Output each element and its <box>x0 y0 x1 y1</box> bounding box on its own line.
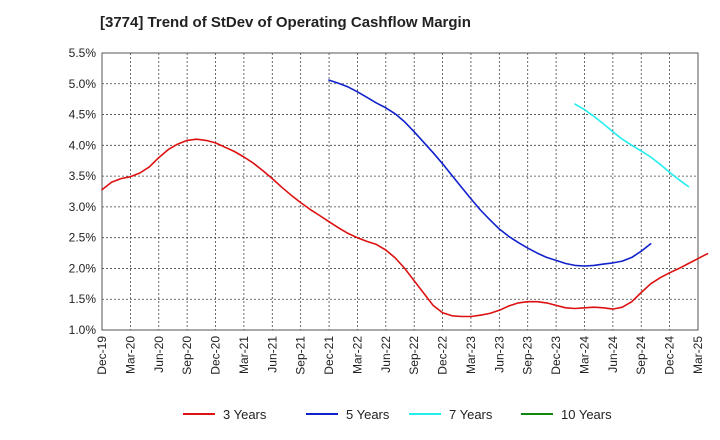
y-tick-label: 1.0% <box>69 323 97 337</box>
x-tick-label: Mar-23 <box>464 336 478 374</box>
legend-label: 10 Years <box>561 407 612 422</box>
x-tick-label: Dec-19 <box>95 336 109 375</box>
legend: 3 Years 5 Years 7 Years 10 Years <box>183 407 612 422</box>
legend-label: 5 Years <box>346 407 390 422</box>
legend-label: 7 Years <box>449 407 493 422</box>
x-tick-label: Sep-24 <box>634 336 648 375</box>
y-tick-label: 1.5% <box>69 292 97 306</box>
x-tick-label: Jun-20 <box>152 336 166 373</box>
x-tick-label: Sep-21 <box>294 336 308 375</box>
y-tick-label: 2.0% <box>69 261 97 275</box>
x-tick-label: Mar-22 <box>350 336 364 374</box>
series-line <box>574 103 690 188</box>
y-tick-label: 5.5% <box>69 46 97 60</box>
x-tick-label: Jun-22 <box>379 336 393 373</box>
x-tick-label: Sep-22 <box>407 336 421 375</box>
y-tick-label: 2.5% <box>69 231 97 245</box>
series-line <box>328 79 652 267</box>
x-tick-label: Jun-23 <box>492 336 506 373</box>
x-tick-label: Dec-20 <box>209 336 223 375</box>
x-tick-label: Mar-24 <box>577 336 591 374</box>
x-tick-label: Dec-24 <box>663 336 677 375</box>
x-tick-label: Mar-25 <box>691 336 705 374</box>
chart-title: [3774] Trend of StDev of Operating Cashf… <box>100 14 471 31</box>
x-tick-label: Mar-20 <box>123 336 137 374</box>
y-tick-label: 4.5% <box>69 108 97 122</box>
series-line <box>101 138 709 318</box>
x-tick-label: Dec-23 <box>549 336 563 375</box>
x-tick-label: Mar-21 <box>237 336 251 374</box>
plot-border <box>101 52 699 331</box>
axes: 1.0% 1.5% 2.0% 2.5% 3.0% 3.5% 4.0% 4.5% 5.0% 5.5%… <box>69 46 705 375</box>
plot-area <box>102 53 698 330</box>
x-tick-label: Jun-21 <box>265 336 279 373</box>
y-tick-label: 5.0% <box>69 77 97 91</box>
x-tick-label: Sep-23 <box>521 336 535 375</box>
y-tick-label: 3.0% <box>69 200 97 214</box>
series-lines <box>101 79 709 318</box>
y-tick-label: 4.0% <box>69 138 97 152</box>
x-tick-label: Dec-21 <box>322 336 336 375</box>
legend-label: 3 Years <box>223 407 267 422</box>
x-tick-label: Sep-20 <box>180 336 194 375</box>
x-tick-label: Dec-22 <box>436 336 450 375</box>
y-tick-label: 3.5% <box>69 169 97 183</box>
x-tick-label: Jun-24 <box>606 336 620 373</box>
